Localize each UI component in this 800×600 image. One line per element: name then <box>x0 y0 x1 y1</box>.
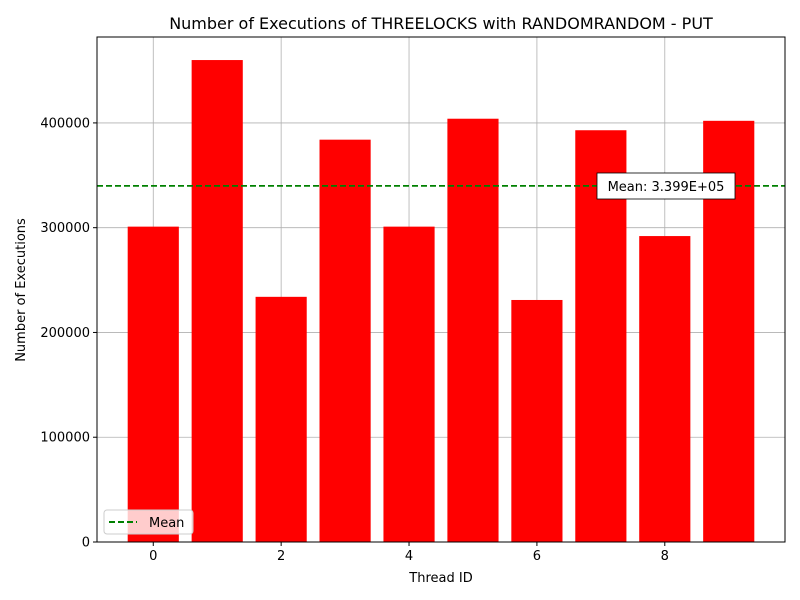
y-tick-label: 0 <box>82 536 90 551</box>
y-tick-label: 100000 <box>40 431 90 446</box>
mean-annotation: Mean: 3.399E+05 <box>596 172 736 200</box>
y-axis-label: Number of Executions <box>14 218 29 362</box>
x-tick-label: 4 <box>405 549 413 564</box>
x-axis-ticks: 0 2 4 6 8 <box>149 542 669 564</box>
x-tick-label: 2 <box>277 549 285 564</box>
x-tick-label: 8 <box>661 549 669 564</box>
bar-thread-3 <box>319 139 371 543</box>
bar-thread-2 <box>255 296 307 542</box>
legend-box <box>103 509 194 535</box>
bar-thread-4 <box>383 226 435 542</box>
x-tick-label: 0 <box>149 549 157 564</box>
bar-thread-1 <box>191 60 243 542</box>
bar-thread-5 <box>447 118 499 543</box>
y-axis-ticks: 0 100000 200000 300000 400000 <box>40 116 97 551</box>
legend: Mean <box>103 509 194 535</box>
chart-title: Number of Executions of THREELOCKS with … <box>169 14 713 33</box>
legend-entry-mean: Mean <box>149 516 184 531</box>
bar-thread-8 <box>639 236 691 542</box>
y-tick-label: 300000 <box>40 221 90 236</box>
mean-annotation-text: Mean: 3.399E+05 <box>608 180 725 195</box>
bar-thread-0 <box>127 226 179 542</box>
x-tick-label: 6 <box>533 549 541 564</box>
x-axis-label: Thread ID <box>408 571 472 586</box>
mean-annotation-box <box>596 172 736 200</box>
bar-thread-6 <box>511 299 563 542</box>
bars <box>127 60 755 543</box>
y-tick-label: 200000 <box>40 326 90 341</box>
plot-frame <box>96 36 786 543</box>
y-tick-label: 400000 <box>40 116 90 131</box>
